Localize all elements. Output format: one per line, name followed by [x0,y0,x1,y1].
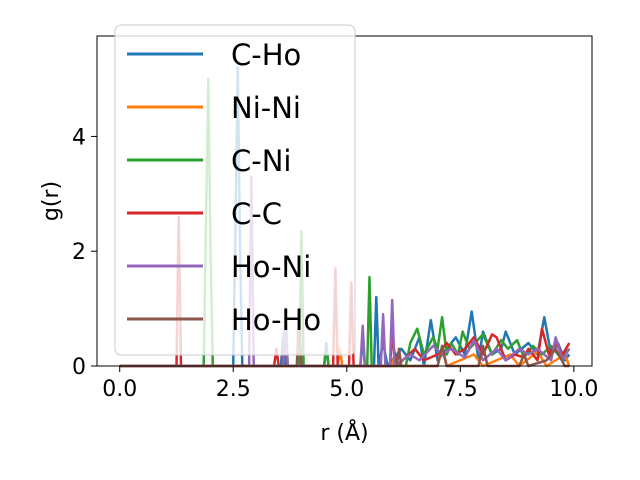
legend-label-ho-ni: Ho-Ni [231,250,311,284]
y-tick-label: 4 [72,125,86,150]
legend: C-Ho Ni-Ni C-Ni C-C Ho-Ni Ho-Ho [114,24,356,356]
legend-label-c-ho: C-Ho [231,38,301,72]
x-axis-label: r (Å) [320,419,368,446]
y-tick-label: 0 [72,355,86,380]
x-tick-label: 5.0 [329,377,364,402]
x-tick-label: 0.0 [102,377,137,402]
x-tick-label: 10.0 [549,377,598,402]
series-line-c-c [119,215,571,368]
y-axis-label: g(r) [39,181,64,221]
x-tick-label: 2.5 [216,377,251,402]
legend-label-c-c: C-C [231,197,282,231]
legend-label-ho-ho: Ho-Ho [231,303,321,337]
legend-label-ni-ni: Ni-Ni [231,91,301,125]
legend-label-c-ni: C-Ni [231,144,291,178]
x-tick-label: 7.5 [443,377,478,402]
axis-ticks: 0.0 2.5 5.0 7.5 10.0 0 2 4 [72,125,598,402]
y-tick-label: 2 [72,240,86,265]
